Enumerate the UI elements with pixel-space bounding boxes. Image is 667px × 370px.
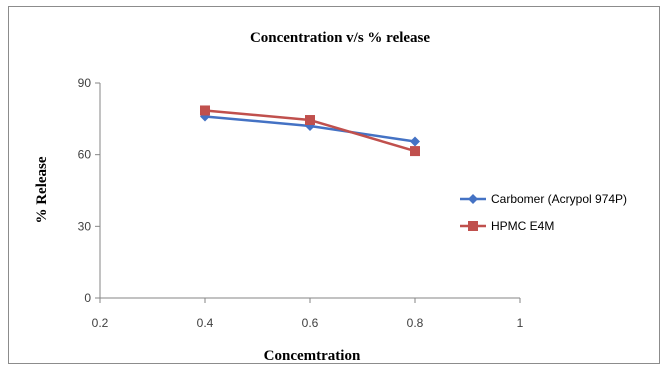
y-tick-label: 30 <box>78 219 92 233</box>
chart-frame <box>8 6 660 364</box>
series-carbomer <box>200 111 420 147</box>
data-point <box>305 115 315 126</box>
axes: 0 30 60 90 0.2 0.4 0.6 0.8 1 <box>78 76 524 330</box>
legend-entry: HPMC E4M <box>460 219 554 233</box>
data-point <box>410 146 420 157</box>
legend-label: HPMC E4M <box>491 219 554 233</box>
data-point <box>200 105 210 116</box>
x-tick-label: 0.4 <box>197 316 214 330</box>
series-layer <box>200 105 420 157</box>
x-tick-label: 0.2 <box>92 316 109 330</box>
series-hpmc <box>200 105 420 157</box>
legend-marker <box>468 194 478 204</box>
legend-label: Carbomer (Acrypol 974P) <box>491 192 627 206</box>
y-axis-title-group: % Release <box>34 156 50 223</box>
legend-entry: Carbomer (Acrypol 974P) <box>460 192 627 206</box>
y-tick-label: 90 <box>78 76 92 90</box>
chart-title: Concentration v/s % release <box>250 30 430 46</box>
data-point <box>410 136 420 147</box>
y-tick-label: 0 <box>84 291 91 305</box>
y-tick-label: 60 <box>78 148 92 162</box>
x-tick-label: 0.8 <box>407 316 424 330</box>
x-tick-label: 1 <box>517 316 524 330</box>
y-axis-title: % Release <box>34 156 50 223</box>
legend: Carbomer (Acrypol 974P) HPMC E4M <box>460 192 627 233</box>
legend-marker <box>468 221 478 231</box>
x-tick-label: 0.6 <box>302 316 319 330</box>
x-axis-title: Concemtration <box>264 348 361 364</box>
